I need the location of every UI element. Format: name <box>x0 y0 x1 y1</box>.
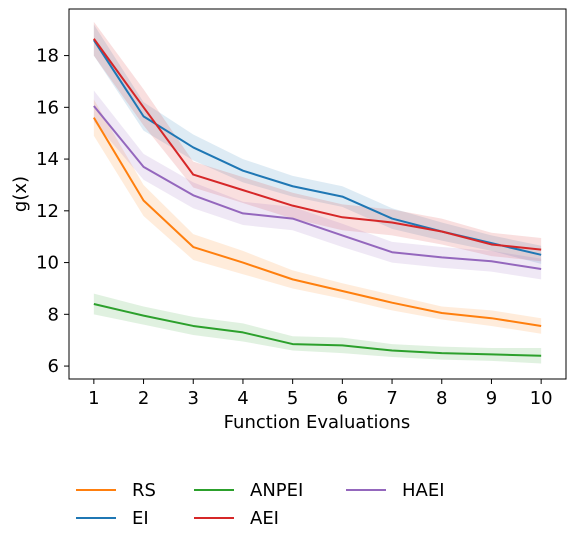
legend-label-haei: HAEI <box>402 480 445 501</box>
plot-frame <box>68 8 567 380</box>
legend-label-anpei: ANPEI <box>250 480 303 501</box>
y-tick-label: 14 <box>36 149 59 170</box>
x-tick-label: 10 <box>530 388 553 409</box>
y-tick-label: 6 <box>48 356 59 377</box>
legend: RS EI ANPEI AEI HAEI <box>76 480 445 529</box>
y-tick-label: 16 <box>36 97 59 118</box>
x-tick-label: 4 <box>237 388 248 409</box>
series-line-aei <box>93 38 542 251</box>
x-tick-label: 9 <box>486 388 497 409</box>
x-tick-label: 5 <box>287 388 298 409</box>
series-line-haei <box>93 105 542 271</box>
series-line-anpei <box>93 302 542 357</box>
series-line-rs <box>92 117 542 327</box>
legend-label-rs: RS <box>132 480 156 501</box>
y-axis: 6 8 10 12 14 16 18 <box>36 46 69 377</box>
x-tick-label: 3 <box>188 388 199 409</box>
x-tick-label: 1 <box>88 388 99 409</box>
x-axis: 1 2 3 4 5 6 7 8 9 10 <box>88 379 553 409</box>
x-tick-label: 7 <box>386 388 397 409</box>
series-lines <box>92 38 542 357</box>
x-tick-label: 6 <box>337 388 348 409</box>
x-tick-label: 8 <box>436 388 447 409</box>
x-axis-label: Function Evaluations <box>224 412 411 433</box>
x-tick-label: 2 <box>138 388 149 409</box>
band-ei <box>93 24 542 264</box>
band-rs <box>93 99 542 334</box>
legend-label-aei: AEI <box>250 508 279 529</box>
y-tick-label: 12 <box>36 201 59 222</box>
y-axis-label: g(x) <box>10 176 31 212</box>
band-anpei <box>93 293 542 364</box>
band-haei <box>93 90 542 280</box>
band-aei <box>93 21 542 262</box>
y-tick-label: 10 <box>36 253 59 274</box>
y-tick-label: 18 <box>36 46 59 67</box>
confidence-bands <box>93 21 542 364</box>
y-tick-label: 8 <box>48 304 59 325</box>
legend-label-ei: EI <box>132 508 149 529</box>
